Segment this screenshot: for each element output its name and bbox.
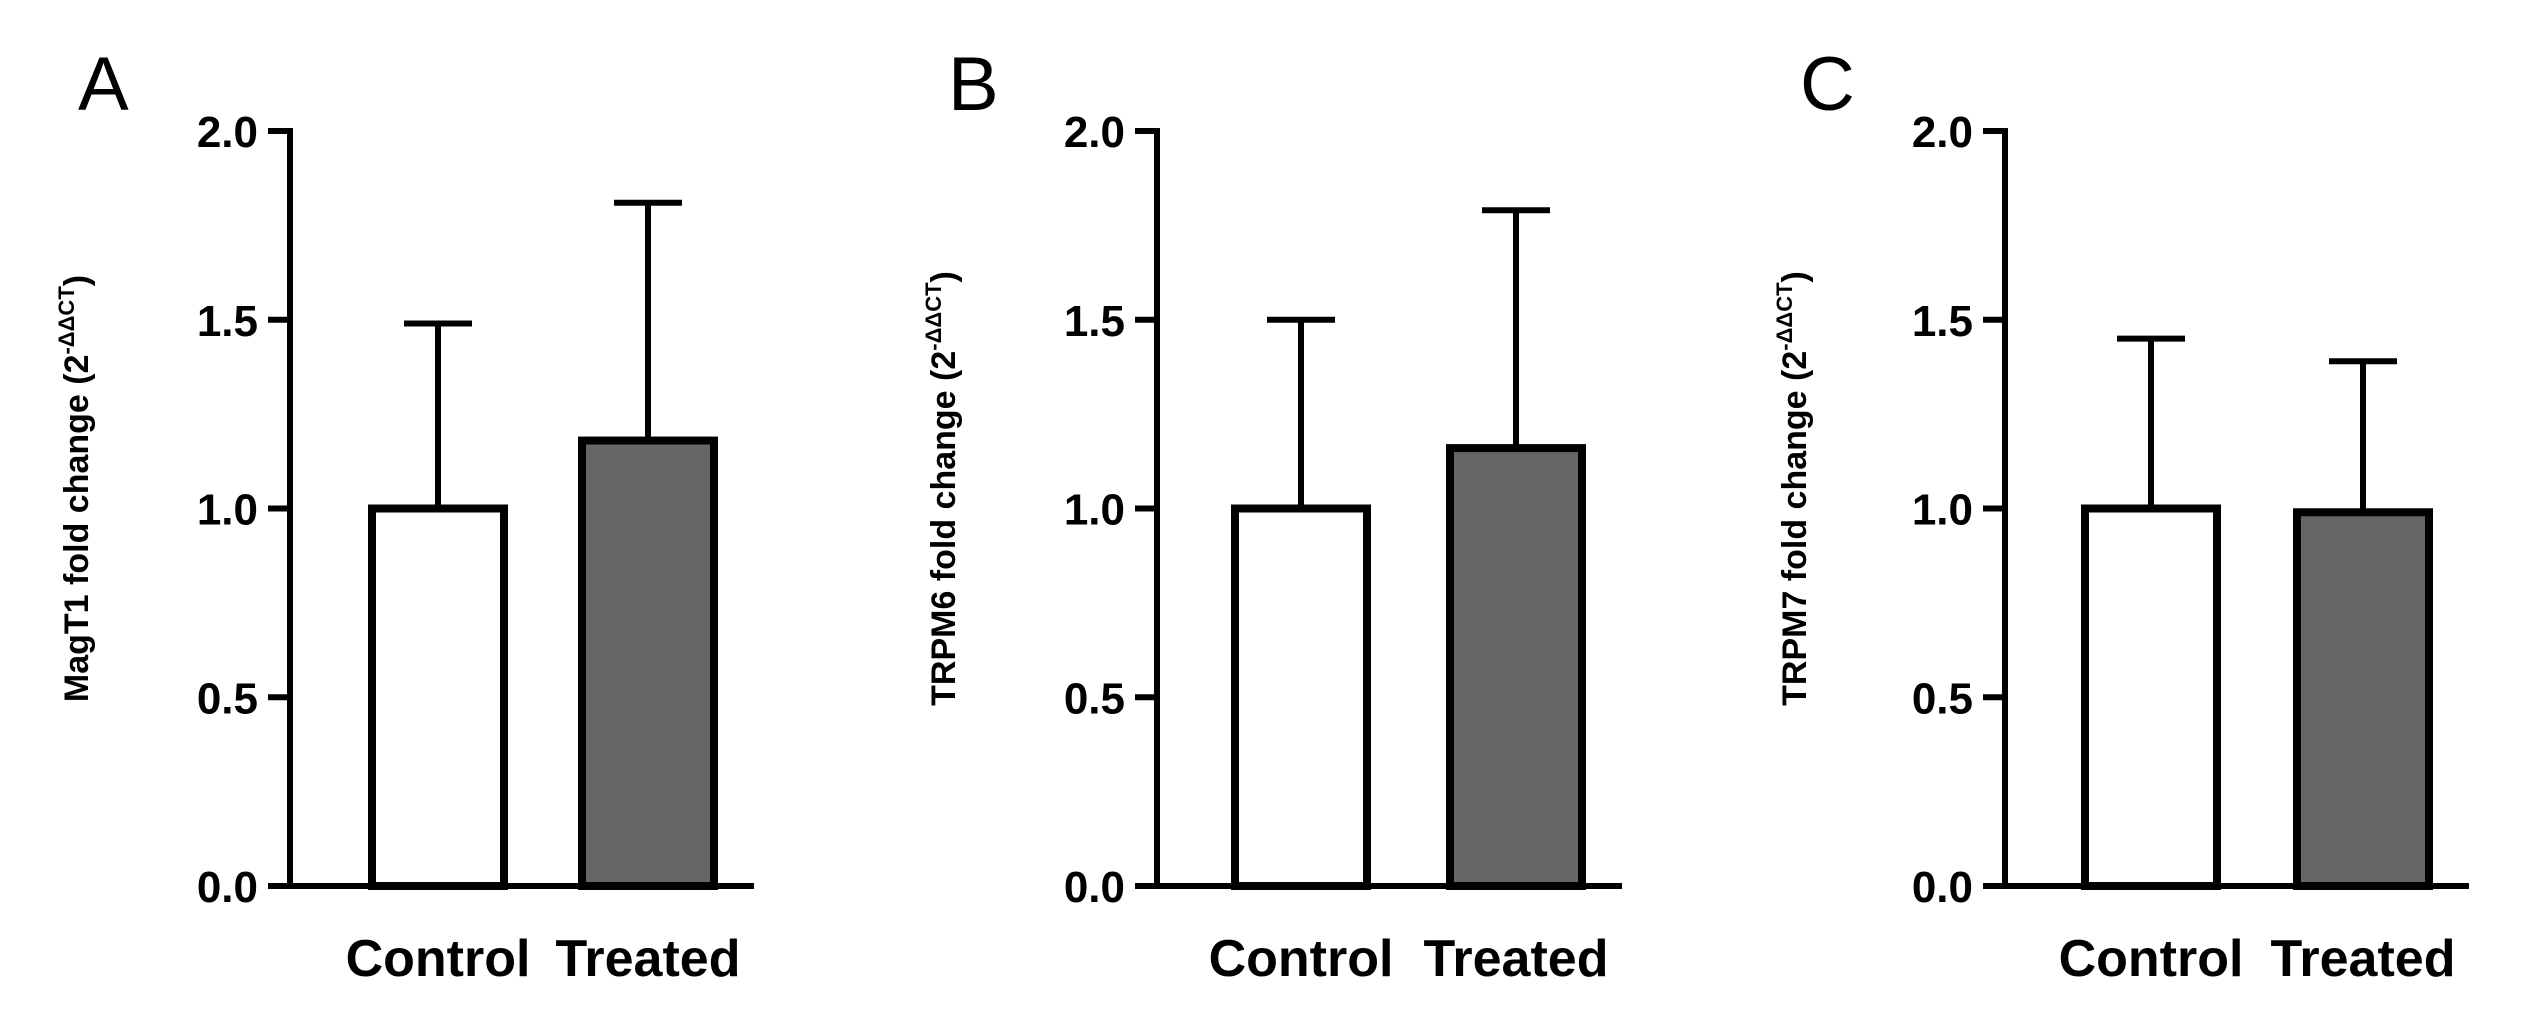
category-label-control: Control xyxy=(2059,930,2244,988)
y-axis-title-sup: -ΔΔCT xyxy=(54,286,79,355)
bar-control xyxy=(368,504,508,890)
panel-letter: B xyxy=(948,42,999,127)
bar-treated xyxy=(1446,444,1586,890)
y-tick-label: 1.5 xyxy=(197,297,258,346)
panel-c: C 0.0 0.5 1.0 1.5 2.0 Control Treated TRPM7 fold… xyxy=(1772,42,2469,988)
y-tick-label: 0.5 xyxy=(197,674,258,723)
y-axis-title: TRPM6 fold change (2-ΔΔCT) xyxy=(921,271,963,706)
y-axis-title-sup: -ΔΔCT xyxy=(921,282,946,351)
y-axis-title-main: TRPM7 fold change (2 xyxy=(1776,351,1814,706)
y-axis-title-main: MagT1 fold change (2 xyxy=(58,355,96,703)
y-axis-title: MagT1 fold change (2-ΔΔCT) xyxy=(54,275,96,702)
y-tick-label: 1.0 xyxy=(1912,486,1973,535)
y-axis-title-end: ) xyxy=(925,271,963,282)
y-tick-label: 0.5 xyxy=(1064,674,1125,723)
y-tick-label: 2.0 xyxy=(1912,108,1973,157)
y-axis-title-main: TRPM6 fold change (2 xyxy=(925,351,963,706)
y-tick-label: 2.0 xyxy=(1064,108,1125,157)
y-axis-title-sup: -ΔΔCT xyxy=(1772,282,1797,351)
y-axis-title-end: ) xyxy=(1776,271,1814,282)
y-tick-label: 0.0 xyxy=(1912,863,1973,912)
panel-letter: C xyxy=(1800,42,1855,127)
y-tick-label: 1.0 xyxy=(1064,486,1125,535)
category-label-control: Control xyxy=(1209,930,1394,988)
y-tick-label: 0.0 xyxy=(197,863,258,912)
panel-b: B 0.0 0.5 1.0 1.5 2.0 Control Treated TRPM6 fold… xyxy=(921,42,1622,988)
y-tick-label: 2.0 xyxy=(197,108,258,157)
y-axis-title: TRPM7 fold change (2-ΔΔCT) xyxy=(1772,271,1814,706)
y-tick-label: 1.5 xyxy=(1064,297,1125,346)
y-tick-label: 1.5 xyxy=(1912,297,1973,346)
category-label-treated: Treated xyxy=(556,930,741,988)
category-label-treated: Treated xyxy=(2271,930,2456,988)
y-tick-label: 1.0 xyxy=(197,486,258,535)
bar-treated xyxy=(2293,508,2433,891)
panel-letter: A xyxy=(78,42,129,127)
y-tick-label: 0.0 xyxy=(1064,863,1125,912)
panel-a: A 0.0 0.5 1.0 1.5 2.0 Control Treated MagT1 fold… xyxy=(54,42,754,988)
category-label-control: Control xyxy=(346,930,531,988)
bar-treated xyxy=(578,436,718,890)
bar-control xyxy=(1231,504,1371,890)
y-tick-label: 0.5 xyxy=(1912,674,1973,723)
category-label-treated: Treated xyxy=(1424,930,1609,988)
bar-control xyxy=(2081,504,2221,890)
y-axis-title-end: ) xyxy=(58,275,96,286)
